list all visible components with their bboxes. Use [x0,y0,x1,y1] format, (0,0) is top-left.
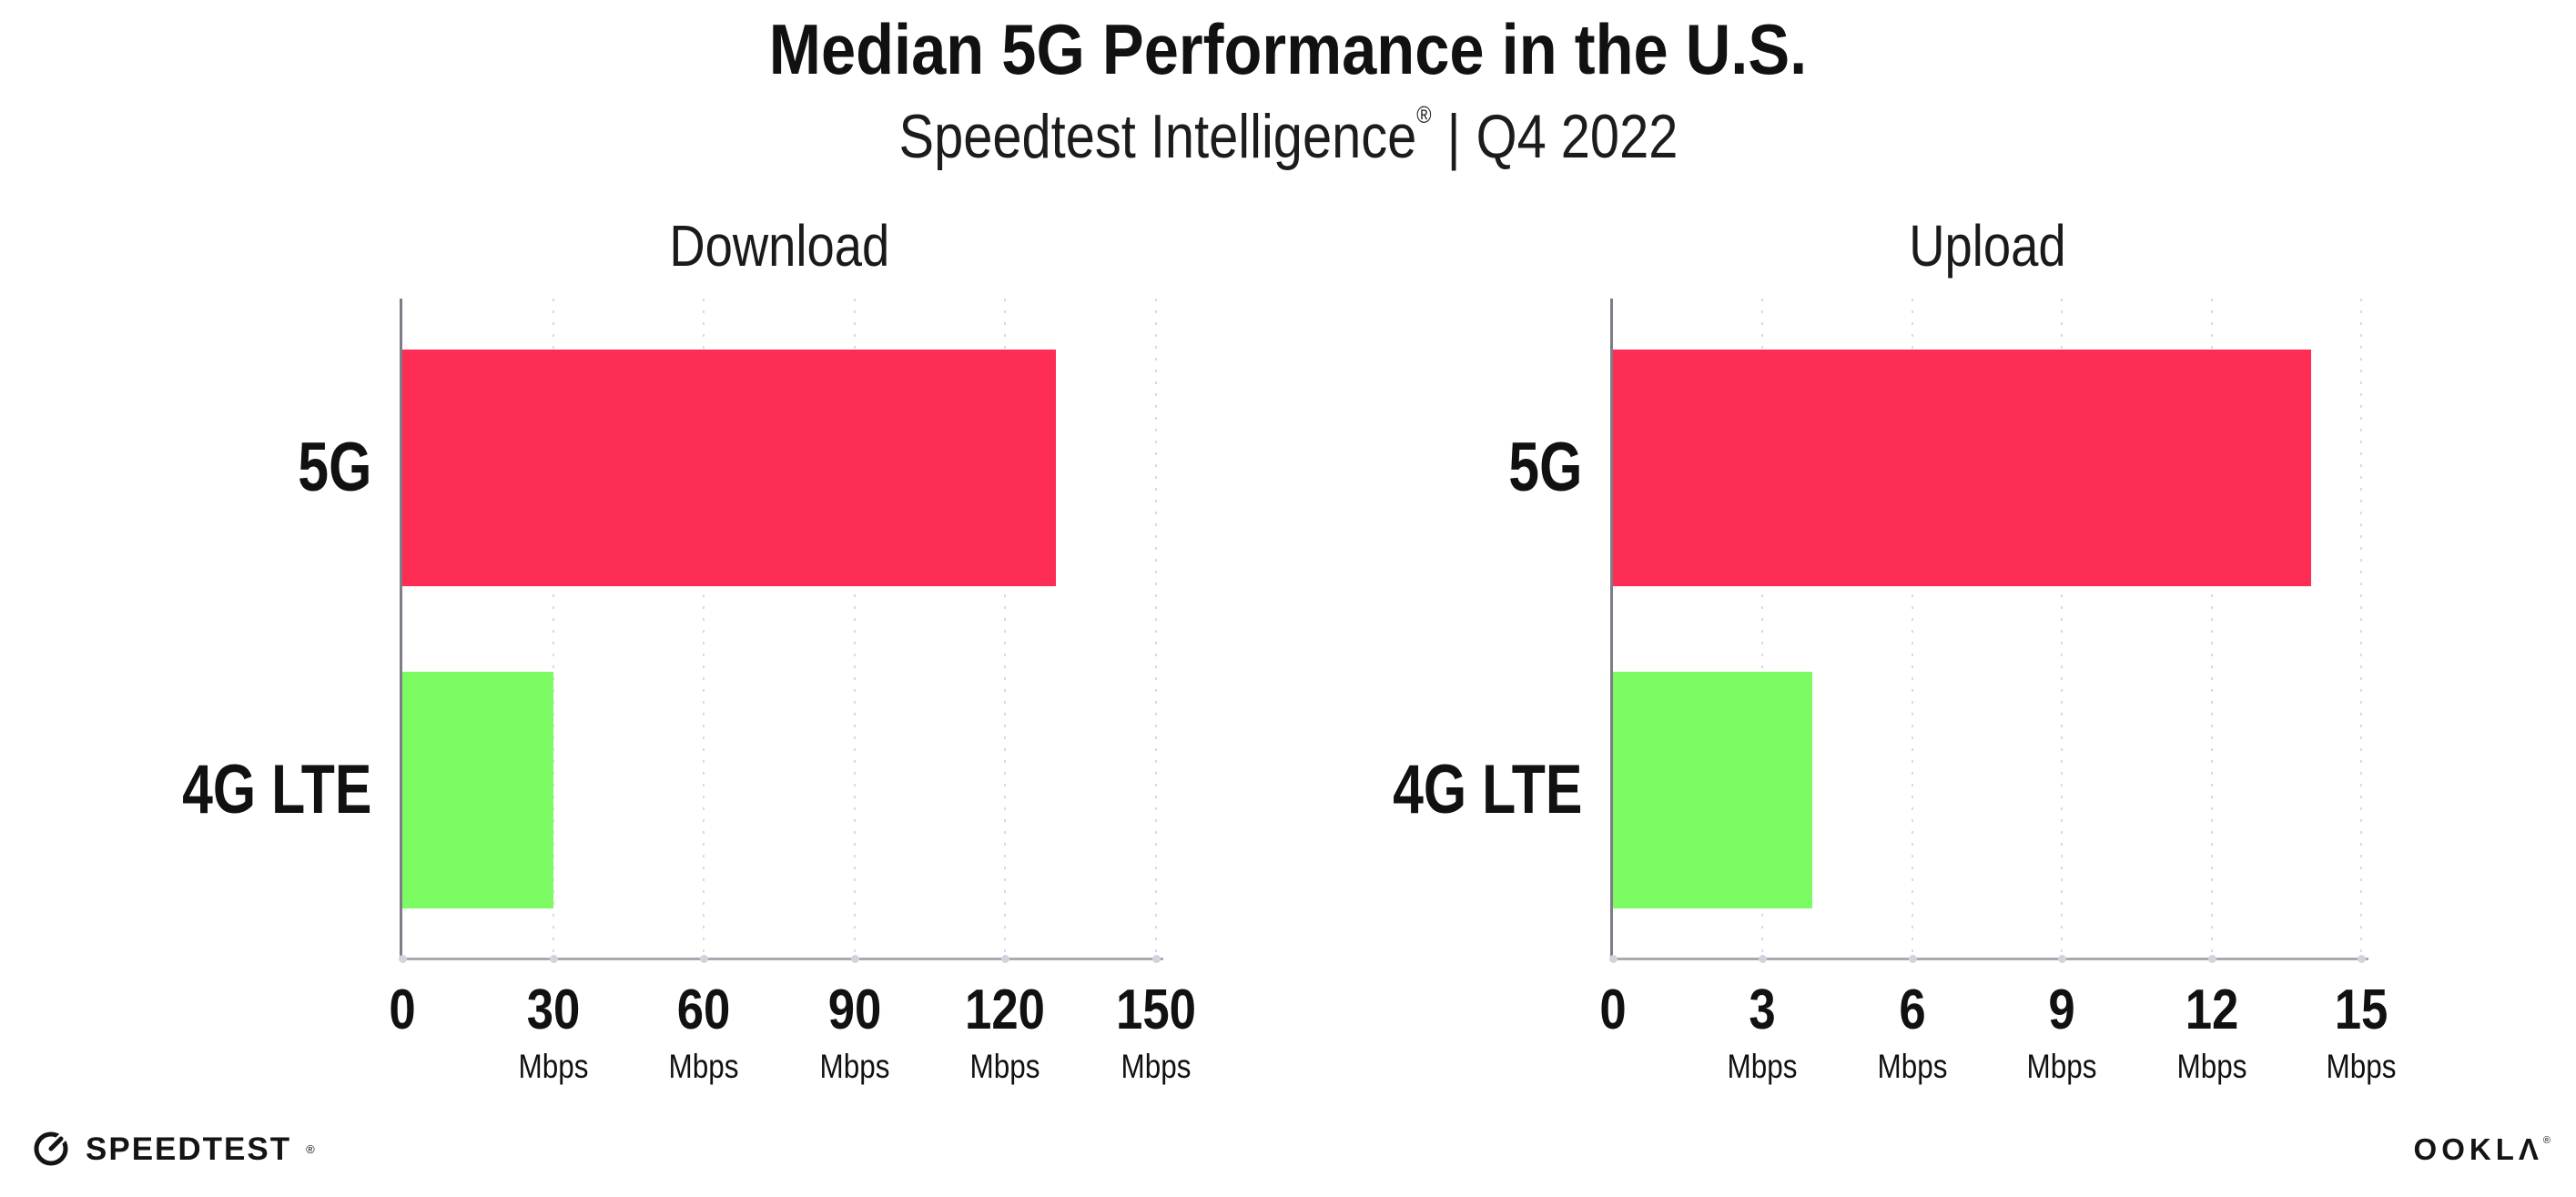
tick-dot [2207,955,2216,963]
x-tick: 0 [311,982,493,1039]
gridline [552,299,554,959]
gridline [2210,299,2213,959]
x-tick-value: 30 [526,979,580,1041]
tick-dot [1001,955,1010,963]
tick-dot [1609,955,1618,963]
y-category-label: 5G [1490,433,1582,502]
gridline [853,299,856,959]
bar-4g-lte [402,672,553,908]
x-tick-unit: Mbps [1877,1048,1948,1085]
tick-dot [2058,955,2067,963]
page-title-text: Median 5G Performance in the U.S. [768,9,1808,89]
x-tick-value: 0 [389,979,416,1041]
tick-dot [399,955,407,963]
y-category-label: 4G LTE [1345,756,1582,825]
x-tick-unit: Mbps [2026,1048,2097,1085]
tick-dot [700,955,709,963]
x-tick: 30 Mbps [462,979,644,1085]
gridline [1761,299,1764,959]
gridline [703,299,705,959]
subtitle-brand: Speedtest Intelligence [898,102,1416,171]
ookla-wordmark: OOKLΛ [2413,1132,2543,1166]
x-tick-value: 9 [2048,979,2075,1041]
x-tick: 9 Mbps [1971,979,2153,1085]
x-tick: 6 Mbps [1821,979,2003,1085]
x-tick-unit: Mbps [1121,1048,1192,1085]
upload-chart-title: Upload [1613,217,2361,275]
x-tick-value: 90 [827,979,882,1041]
subtitle-separator: | [1446,102,1461,171]
y-category-label-text: 5G [297,429,371,506]
tick-dot [1152,955,1161,963]
tick-dot [2358,955,2366,963]
ookla-registered-mark: ® [2542,1135,2551,1146]
page-subtitle: Speedtest Intelligence® | Q4 2022 [0,102,2576,171]
subtitle-period: Q4 2022 [1476,102,1678,171]
x-tick-value: 12 [2185,979,2238,1041]
tick-dot [1908,955,1917,963]
ookla-logo: OOKLΛ® [2414,1134,2551,1164]
x-tick-value: 150 [1116,979,1196,1041]
gridline [1004,299,1007,959]
x-tick-unit: Mbps [2176,1048,2247,1085]
upload-x-axis-line [1610,958,2368,960]
x-tick-unit: Mbps [2326,1048,2397,1085]
x-tick-unit: Mbps [668,1048,739,1085]
upload-chart-plot-area: Upload 0 3 Mbps 6 Mbps 9 Mbps 12 Mbps 15 Mbps 5G 4G … [1393,217,2397,1083]
upload-y-axis-spine [1610,299,1613,959]
bar-5g [402,350,1056,586]
x-tick: 12 Mbps [2121,979,2303,1085]
x-tick-value: 60 [676,979,731,1041]
upload-chart-title-text: Upload [1908,213,2066,279]
speedtest-registered-mark: ® [306,1141,315,1156]
registered-trademark-symbol: ® [1415,101,1432,128]
page-subtitle-text: Speedtest Intelligence® | Q4 2022 [898,102,1678,171]
x-tick: 15 Mbps [2270,979,2452,1085]
x-tick-unit: Mbps [819,1048,890,1085]
x-tick: 90 Mbps [764,979,946,1085]
gridline [1155,299,1157,959]
x-tick-value: 3 [1749,979,1777,1041]
x-tick: 120 Mbps [914,979,1096,1085]
speedtest-wordmark: SPEEDTEST [86,1131,292,1167]
x-tick-unit: Mbps [969,1048,1040,1085]
download-chart-plot-area: Download 0 30 Mbps 60 Mbps 90 Mbps 120 Mbps 150 Mb… [182,217,1196,1083]
bar-5g [1613,350,2312,586]
page-title: Median 5G Performance in the U.S. [0,9,2576,89]
x-tick: 60 Mbps [613,979,795,1085]
x-tick-unit: Mbps [518,1048,589,1085]
x-tick-value: 15 [2334,979,2388,1041]
gridline [1911,299,1913,959]
x-tick: 150 Mbps [1065,979,1247,1085]
tick-dot [549,955,558,963]
download-chart-title: Download [402,217,1156,275]
x-tick-value: 0 [1599,979,1627,1041]
download-x-axis-line [400,958,1163,960]
gridline [2360,299,2362,959]
x-tick-value: 6 [1899,979,1926,1041]
y-category-label-text: 5G [1507,429,1582,506]
y-category-label: 4G LTE [135,756,371,825]
x-tick-unit: Mbps [1727,1048,1798,1085]
gridline [2061,299,2064,959]
download-chart-title-text: Download [669,213,889,279]
speedtest-logo: SPEEDTEST ® [31,1129,315,1169]
x-tick: 0 [1522,982,1704,1039]
y-category-label-text: 4G LTE [1392,751,1582,828]
x-tick-value: 120 [965,979,1046,1041]
download-y-axis-spine [400,299,402,959]
x-tick: 3 Mbps [1671,979,1853,1085]
speedtest-gauge-icon [34,1129,71,1166]
bar-4g-lte [1613,672,1813,908]
tick-dot [850,955,859,963]
y-category-label: 5G [279,433,371,502]
y-category-label-text: 4G LTE [181,751,371,828]
tick-dot [1759,955,1768,963]
